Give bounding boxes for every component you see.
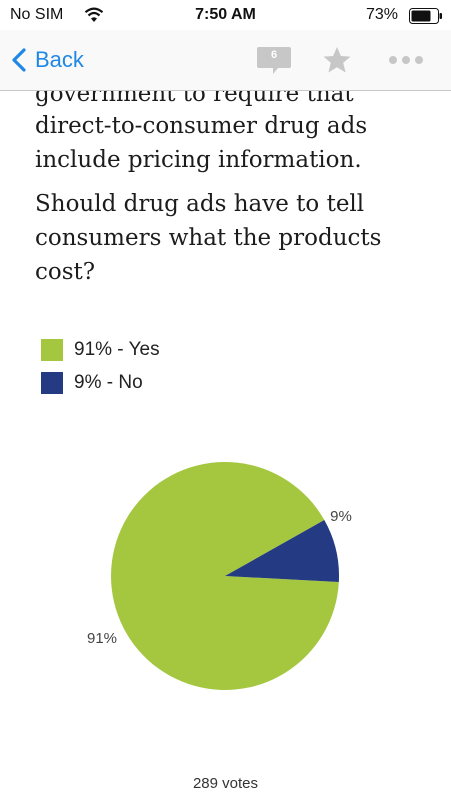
back-button[interactable]: Back <box>12 44 84 76</box>
battery-percentage: 73% <box>366 6 399 23</box>
legend-item-no: 9% - No <box>41 366 160 399</box>
comment-count: 6 <box>270 49 278 61</box>
carrier-label: No SIM <box>10 6 64 23</box>
pie-slice-yes <box>111 462 339 690</box>
star-icon[interactable] <box>322 46 352 74</box>
more-icon[interactable] <box>388 55 424 65</box>
article-partial-line: government to require that <box>35 91 354 107</box>
poll-question: Should drug ads have to tell consumers w… <box>35 191 382 285</box>
pie-label-yes: 91% <box>87 630 117 647</box>
article-paragraph: direct-to-consumer drug ads include pric… <box>35 113 368 173</box>
wifi-icon <box>84 7 104 22</box>
legend-swatch-yes <box>41 338 63 361</box>
article-body: government to require that direct-to-con… <box>35 91 435 711</box>
chart-legend: 91% - Yes 9% - No <box>41 333 160 399</box>
battery-icon <box>409 8 442 24</box>
comments-button[interactable]: 6 <box>256 46 292 78</box>
clock: 7:50 AM <box>195 6 256 23</box>
vote-count: 289 votes <box>192 775 259 792</box>
back-label: Back <box>35 47 84 72</box>
legend-swatch-no <box>41 371 63 394</box>
legend-label-yes: 91% - Yes <box>74 338 160 360</box>
legend-label-no: 9% - No <box>74 371 143 393</box>
status-bar: No SIM 7:50 AM 73% <box>0 0 451 30</box>
comment-icon <box>257 47 291 74</box>
pie-slice-no <box>225 520 339 582</box>
nav-bar: Back 6 <box>0 30 451 91</box>
legend-item-yes: 91% - Yes <box>41 333 160 366</box>
pie-label-no: 9% <box>330 508 352 525</box>
pie-chart: 9% 91% <box>87 462 352 690</box>
chevron-left-icon <box>12 48 26 72</box>
